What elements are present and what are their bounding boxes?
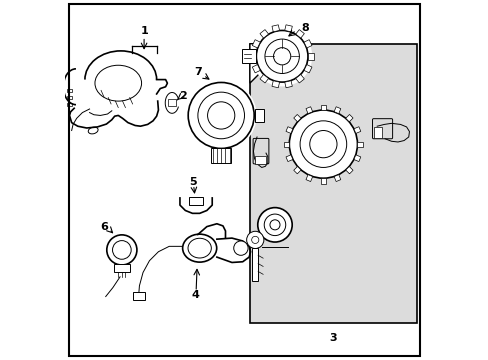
Polygon shape bbox=[285, 127, 292, 134]
Polygon shape bbox=[252, 64, 260, 73]
Polygon shape bbox=[293, 166, 301, 174]
Text: 2: 2 bbox=[179, 91, 186, 101]
Polygon shape bbox=[252, 40, 260, 48]
Text: 7: 7 bbox=[194, 67, 202, 77]
Circle shape bbox=[273, 48, 290, 65]
Polygon shape bbox=[295, 30, 304, 38]
Polygon shape bbox=[271, 81, 279, 88]
Polygon shape bbox=[260, 30, 268, 38]
Polygon shape bbox=[345, 166, 352, 174]
Polygon shape bbox=[320, 178, 325, 184]
Text: 4: 4 bbox=[191, 291, 199, 301]
Bar bbox=[373, 127, 382, 138]
Circle shape bbox=[269, 220, 280, 230]
Polygon shape bbox=[249, 44, 289, 83]
Bar bbox=[254, 109, 264, 122]
Bar bbox=[242, 49, 256, 63]
Polygon shape bbox=[284, 141, 289, 147]
Bar bbox=[211, 148, 231, 163]
Polygon shape bbox=[284, 25, 292, 32]
Text: 8: 8 bbox=[301, 23, 309, 33]
Circle shape bbox=[186, 81, 255, 150]
Circle shape bbox=[289, 110, 357, 178]
Bar bbox=[255, 156, 265, 164]
Polygon shape bbox=[305, 107, 312, 114]
Bar bbox=[249, 44, 416, 323]
Circle shape bbox=[106, 235, 137, 265]
Polygon shape bbox=[260, 75, 268, 83]
Polygon shape bbox=[295, 75, 304, 83]
Polygon shape bbox=[285, 155, 292, 162]
Text: 5: 5 bbox=[188, 177, 196, 187]
Polygon shape bbox=[307, 53, 313, 59]
Bar bbox=[188, 197, 203, 205]
Polygon shape bbox=[333, 107, 340, 114]
Polygon shape bbox=[333, 175, 340, 181]
Polygon shape bbox=[357, 141, 362, 147]
Polygon shape bbox=[320, 105, 325, 110]
Polygon shape bbox=[304, 40, 311, 48]
Polygon shape bbox=[353, 127, 360, 134]
Ellipse shape bbox=[182, 234, 216, 262]
Polygon shape bbox=[345, 114, 352, 122]
Bar bbox=[168, 99, 175, 107]
Circle shape bbox=[257, 208, 292, 242]
Circle shape bbox=[233, 241, 247, 255]
Polygon shape bbox=[353, 155, 360, 162]
Text: 6: 6 bbox=[101, 222, 108, 231]
Circle shape bbox=[251, 26, 312, 86]
Polygon shape bbox=[250, 53, 256, 59]
Bar bbox=[133, 292, 144, 300]
Polygon shape bbox=[271, 25, 279, 32]
Polygon shape bbox=[305, 175, 312, 181]
Circle shape bbox=[246, 231, 264, 248]
Polygon shape bbox=[304, 64, 311, 73]
Text: 1: 1 bbox=[140, 26, 148, 36]
Bar bbox=[114, 264, 129, 272]
Text: 3: 3 bbox=[329, 333, 336, 343]
Polygon shape bbox=[284, 81, 292, 88]
Polygon shape bbox=[252, 248, 258, 282]
Polygon shape bbox=[293, 114, 301, 122]
